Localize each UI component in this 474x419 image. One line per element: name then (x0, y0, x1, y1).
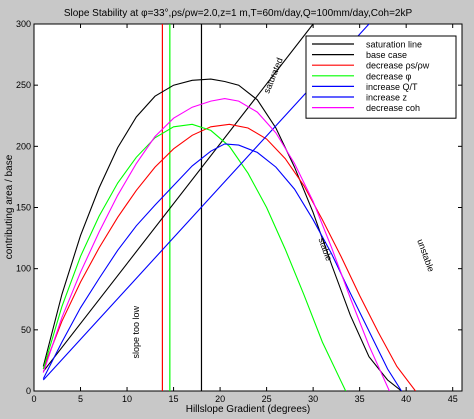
series-line-decrease-coh (42, 98, 390, 391)
x-tick-label-20: 20 (215, 394, 225, 404)
chart-marks (42, 24, 416, 391)
y-tick-label-100: 100 (16, 264, 31, 274)
legend-label-decrease: decrease φ (366, 71, 412, 81)
chart-axes: 0 5 10 15 20 25 30 35 40 45 0 50 100 150 200 250 300 (16, 19, 462, 404)
x-tick-label-10: 10 (122, 394, 132, 404)
y-tick-label-250: 250 (16, 80, 31, 90)
legend-label-decrease-coh: decrease coh (366, 103, 420, 113)
legend-label-base-case: base case (366, 50, 407, 60)
x-tick-label-35: 35 (355, 394, 365, 404)
x-axis-label: Hillslope Gradient (degrees) (186, 404, 311, 415)
legend-label-decrease-s-w: decrease ρs/ρw (366, 61, 430, 71)
legend-label-increase-q-t: increase Q/T (366, 82, 418, 92)
series-line-decrease-s-w (42, 123, 416, 391)
chart-title: Slope Stability at φ=33°,ρs/ρw=2.0,z=1 m… (64, 8, 413, 19)
x-tick-label-25: 25 (262, 394, 272, 404)
y-tick-label-0: 0 (26, 386, 31, 396)
annotation-slope-too-low: slope too low (131, 306, 141, 359)
legend-box (305, 35, 457, 119)
x-tick-label-15: 15 (169, 394, 179, 404)
legend-label-increase-z: increase z (366, 93, 408, 103)
series-line-base-case (42, 78, 402, 391)
x-tick-label-40: 40 (401, 394, 411, 404)
x-tick-label-0: 0 (31, 394, 36, 404)
series-line-decrease (42, 123, 347, 391)
y-tick-label-200: 200 (16, 141, 31, 151)
y-tick-label-50: 50 (21, 325, 31, 335)
x-tick-label-45: 45 (448, 394, 458, 404)
y-tick-label-150: 150 (16, 203, 31, 213)
x-tick-label-5: 5 (78, 394, 83, 404)
x-tick-label-30: 30 (308, 394, 318, 404)
y-axis-label: contributing area / base (4, 154, 15, 259)
series-line-saturation-line (42, 24, 314, 372)
legend-label-saturation-line: saturation line (366, 40, 422, 50)
y-tick-label-300: 300 (16, 19, 31, 29)
